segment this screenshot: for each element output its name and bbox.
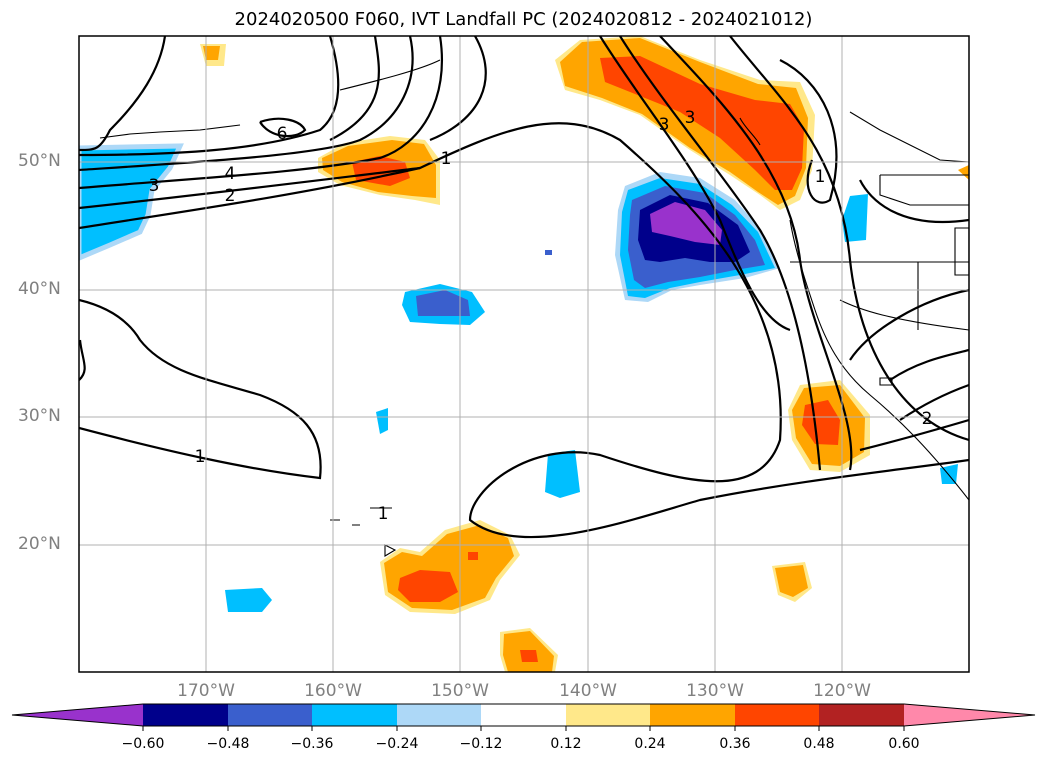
colorbar-tick-label: −0.24	[375, 736, 419, 752]
colorbar-tick-label: −0.12	[459, 736, 503, 752]
colorbar-tick-label: 0.48	[803, 736, 835, 752]
colorbar-tick-label: −0.36	[290, 736, 334, 752]
coastlines	[99, 59, 969, 557]
colorbar-bin	[228, 704, 312, 726]
lon-label: 130°W	[686, 681, 744, 701]
colorbar-tick-label: 0.36	[719, 736, 751, 752]
colorbar-tick-label: −0.60	[121, 736, 165, 752]
positive-anomaly-fields	[200, 36, 969, 672]
colorbar-tick-label: 0.12	[550, 736, 582, 752]
contour-label: 6	[277, 124, 288, 144]
contour-label: 2	[225, 186, 236, 206]
colorbar-tick-label: 0.24	[634, 736, 666, 752]
contour-label: 4	[225, 164, 236, 184]
lat-label: 30°N	[18, 406, 61, 426]
contour-label: 1	[195, 447, 206, 467]
contour-label: 2	[922, 409, 933, 429]
colorbar-tick-label: −0.48	[206, 736, 250, 752]
colorbar	[11, 703, 1036, 731]
contour-label: 1	[815, 167, 826, 187]
lon-label: 170°W	[177, 681, 235, 701]
colorbar-bin	[819, 704, 904, 726]
lon-label: 150°W	[431, 681, 489, 701]
colorbar-bin	[566, 704, 650, 726]
lon-label: 160°W	[304, 681, 362, 701]
colorbar-bin	[143, 704, 228, 726]
lon-label: 120°W	[813, 681, 871, 701]
map-background	[79, 36, 969, 672]
lat-label: 40°N	[18, 279, 61, 299]
lat-label: 50°N	[18, 151, 61, 171]
colorbar-bin	[397, 704, 481, 726]
graticule	[79, 36, 969, 672]
map-title: 2024020500 F060, IVT Landfall PC (202402…	[234, 9, 813, 30]
colorbar-tick-label: 0.60	[888, 736, 920, 752]
contour-label: 3	[149, 176, 160, 196]
colorbar-bin	[481, 704, 566, 726]
colorbar-extend-high	[904, 704, 1035, 726]
negative-anomaly-fields	[79, 143, 958, 612]
contour-label: 1	[378, 504, 389, 524]
contour-label: 3	[685, 108, 696, 128]
contour-label: 3	[659, 115, 670, 135]
colorbar-bin	[735, 704, 819, 726]
contour-labels: 6 4 3 2 1 1 1 3 3 2 1	[149, 108, 933, 524]
lon-label: 140°W	[559, 681, 617, 701]
map-frame	[78, 35, 970, 673]
colorbar-bin	[312, 704, 397, 726]
colorbar-bin	[650, 704, 735, 726]
lat-label: 20°N	[18, 534, 61, 554]
contour-lines	[79, 36, 969, 539]
colorbar-extend-low	[12, 704, 143, 726]
contour-label: 1	[441, 149, 452, 169]
